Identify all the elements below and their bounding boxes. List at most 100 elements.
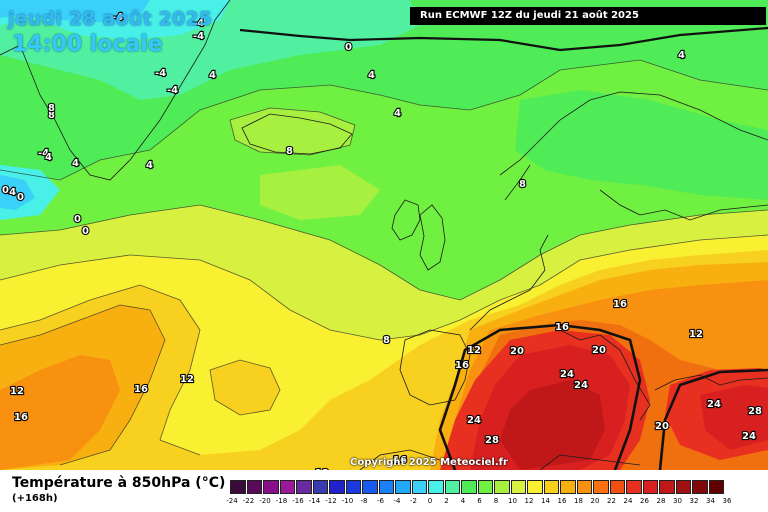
color-scale-label: 18 <box>574 497 583 505</box>
field-30 <box>500 380 605 470</box>
isotherm-label: 4 <box>72 158 79 169</box>
color-scale-label: -12 <box>325 497 337 505</box>
field-minus4-west <box>0 175 35 210</box>
color-scale-label: 36 <box>722 497 732 505</box>
isotherm-label: 24 <box>467 415 481 426</box>
legend-title: Température à 850hPa (°C) <box>12 475 226 491</box>
color-scale-label: 4 <box>460 497 466 505</box>
color-scale-label: 22 <box>607 497 616 505</box>
isotherm-label: 12 <box>315 468 329 470</box>
isotherm-label: 4 <box>209 70 216 81</box>
legend-bar: Température à 850hPa (°C) (+168h) -24 -22… <box>0 470 768 512</box>
color-swatch <box>626 480 642 494</box>
color-swatch <box>312 480 328 494</box>
color-swatch <box>378 480 394 494</box>
field-iceland-warm <box>230 108 355 155</box>
color-scale-label: -4 <box>393 497 401 505</box>
color-swatch <box>642 480 658 494</box>
color-scale-label: -8 <box>360 497 368 505</box>
color-swatch <box>279 480 295 494</box>
isotherm-label: 0 <box>345 42 352 53</box>
color-scale-label: -16 <box>292 497 304 505</box>
field-warm-blob <box>210 360 280 415</box>
isotherm-20-east-bold <box>658 368 768 470</box>
color-swatch <box>263 480 279 494</box>
color-scale-label: -14 <box>308 497 321 505</box>
color-scale-label: 16 <box>557 497 567 505</box>
color-scale <box>230 480 725 494</box>
field-scandinavia <box>515 90 768 200</box>
color-scale-label: 24 <box>623 497 633 505</box>
isotherm-0-bold <box>239 26 768 52</box>
isotherm-label: 8 <box>286 146 293 157</box>
isotherm-label: 4 <box>146 160 153 171</box>
isotherm-label: -4 <box>38 148 49 159</box>
color-swatch <box>345 480 361 494</box>
color-swatch <box>411 480 427 494</box>
color-swatch <box>461 480 477 494</box>
isotherm-label: 8 <box>48 110 55 121</box>
color-scale-label: -18 <box>275 497 288 505</box>
color-scale-label: 8 <box>493 497 499 505</box>
color-scale-label: 28 <box>656 497 666 505</box>
color-scale-label: 12 <box>524 497 534 505</box>
color-swatch <box>659 480 675 494</box>
color-swatch <box>692 480 708 494</box>
color-swatch <box>593 480 609 494</box>
color-scale-label: -22 <box>242 497 255 505</box>
color-swatch <box>510 480 526 494</box>
color-scale-label: -20 <box>259 497 271 505</box>
isotherm-label: 24 <box>742 431 756 442</box>
isotherm-20-bold <box>438 323 642 470</box>
color-scale-label: 34 <box>706 497 715 505</box>
color-scale-label: 10 <box>508 497 517 505</box>
field-minus4-nw <box>0 0 150 22</box>
isotherm-label: 16 <box>134 384 148 395</box>
copyright-text: Copyright 2025 Meteociel.fr <box>350 457 508 468</box>
isotherm-label: 0 <box>2 185 9 196</box>
isotherm-label: 8 <box>383 335 390 346</box>
isotherm-label: 16 <box>393 455 407 466</box>
forecast-time: 14:00 locale <box>12 32 163 57</box>
field-20-24-atlantic <box>0 355 120 470</box>
isotherm-label: 4 <box>394 108 401 119</box>
color-scale-label: -2 <box>410 497 417 505</box>
color-scale-label: 2 <box>444 497 449 505</box>
isotherm-label: 8 <box>519 179 526 190</box>
color-scale-label: 20 <box>590 497 600 505</box>
isotherm-label: 20 <box>655 421 669 432</box>
isotherm-label: 28 <box>748 406 762 417</box>
thin-isotherms <box>0 59 768 466</box>
isotherm-label: 28 <box>485 435 499 446</box>
isotherm-label: 12 <box>180 374 194 385</box>
color-scale-label: -10 <box>341 497 354 505</box>
isotherm-label: 4 <box>368 70 375 81</box>
isotherm-label: 16 <box>455 360 469 371</box>
field-32-east <box>700 385 768 450</box>
isotherm-label: -4 <box>155 68 166 79</box>
isotherm-label: 4 <box>45 152 52 163</box>
isotherm-label: -4 <box>167 85 178 96</box>
color-swatch <box>444 480 460 494</box>
forecast-lead-time: (+168h) <box>12 493 58 504</box>
isotherm-label: 24 <box>560 369 574 380</box>
isotherm-label: 24 <box>574 380 588 391</box>
color-scale-label: 6 <box>477 497 482 505</box>
isotherm-label: -4 <box>193 18 204 29</box>
color-scale-label: 14 <box>541 497 550 505</box>
color-swatch <box>543 480 559 494</box>
color-swatch <box>560 480 576 494</box>
color-swatch <box>362 480 378 494</box>
color-swatch <box>477 480 493 494</box>
color-scale-label: -24 <box>226 497 238 505</box>
color-swatch <box>576 480 592 494</box>
isotherm-label: 0 <box>17 192 24 203</box>
color-scale-label: 26 <box>640 497 649 505</box>
isotherm-label: -4 <box>5 187 16 198</box>
isotherm-label: 12 <box>467 345 481 356</box>
color-swatch <box>708 480 724 494</box>
isotherm-label: 16 <box>613 299 627 310</box>
isotherm-label: 16 <box>14 412 28 423</box>
